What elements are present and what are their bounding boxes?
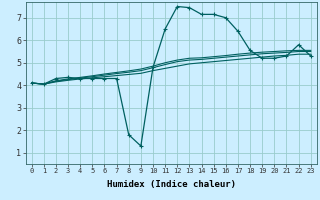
X-axis label: Humidex (Indice chaleur): Humidex (Indice chaleur)	[107, 180, 236, 189]
